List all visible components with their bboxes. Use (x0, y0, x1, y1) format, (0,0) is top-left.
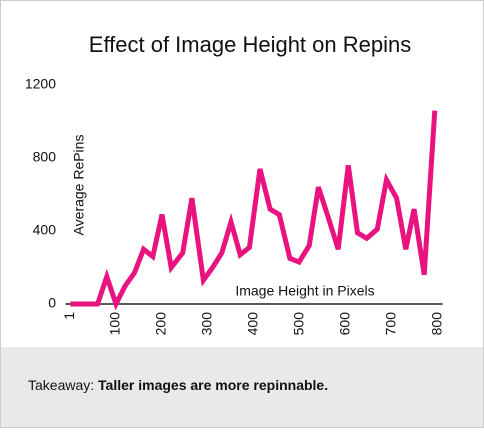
y-tick-label: 800 (33, 149, 57, 165)
x-tick-label: 300 (199, 312, 215, 336)
chart-title: Effect of Image Height on Repins (89, 32, 411, 57)
x-tick-label: 800 (429, 312, 445, 336)
y-tick-label: 1200 (25, 76, 56, 92)
x-tick-label: 200 (153, 312, 169, 336)
x-tick-label: 500 (291, 312, 307, 336)
x-tick-label: 100 (107, 312, 123, 336)
x-tick-label: 1 (61, 312, 77, 320)
x-tick-label: 600 (337, 312, 353, 336)
data-line (70, 110, 438, 311)
takeaway-text: Taller images are more repinnable. (98, 377, 328, 393)
y-axis-label: Average RePins (71, 135, 87, 236)
x-tick-label: 400 (245, 312, 261, 336)
takeaway: Takeaway: Taller images are more repinna… (28, 377, 328, 393)
x-axis-label: Image Height in Pixels (235, 283, 374, 299)
takeaway-label: Takeaway: (28, 377, 94, 393)
x-tick-label: 700 (383, 312, 399, 336)
y-tick-label: 400 (33, 222, 57, 238)
y-tick-label: 0 (48, 295, 56, 311)
footer-band (1, 347, 483, 427)
